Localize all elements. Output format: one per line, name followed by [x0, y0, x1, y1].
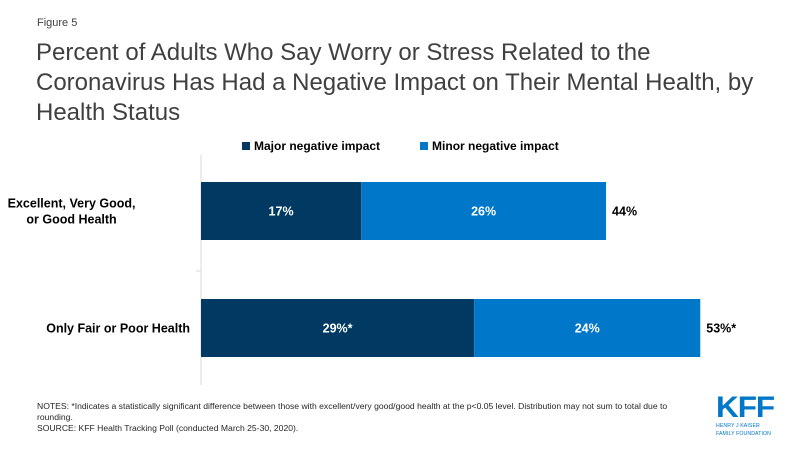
- category-label-line: Excellent, Very Good,: [8, 197, 136, 211]
- legend: Major negative impact Minor negative imp…: [242, 139, 559, 153]
- bar-segment-major: [201, 182, 362, 240]
- total-label: 44%: [612, 205, 637, 219]
- bar-segment-major: [201, 299, 475, 357]
- bar-value-label-minor: 24%: [575, 322, 600, 336]
- bar-segment-minor: [474, 299, 701, 357]
- kff-logo: KFF HENRY J KAISER FAMILY FOUNDATION: [716, 393, 786, 438]
- legend-label-minor: Minor negative impact: [432, 139, 559, 153]
- bar-segment-minor: [361, 182, 607, 240]
- category-label: Only Fair or Poor Health: [46, 322, 190, 336]
- logo-wordmark: KFF: [716, 391, 775, 424]
- chart-title: Percent of Adults Who Say Worry or Stres…: [36, 39, 754, 126]
- legend-item-major: Major negative impact: [242, 139, 380, 153]
- bar-value-label-major: 17%: [269, 205, 294, 219]
- figure-label: Figure 5: [37, 17, 78, 29]
- source-text: SOURCE: KFF Health Tracking Poll (conduc…: [37, 423, 299, 433]
- bar-value-label-minor: 26%: [471, 205, 496, 219]
- total-label: 53%*: [706, 322, 736, 336]
- logo-subtitle-2: FAMILY FOUNDATION: [716, 431, 772, 437]
- bar-value-label-major: 29%*: [323, 322, 353, 336]
- legend-item-minor: Minor negative impact: [420, 139, 559, 153]
- category-label-line: or Good Health: [26, 213, 116, 227]
- logo-subtitle-1: HENRY J KAISER: [716, 423, 760, 429]
- legend-swatch-major: [242, 142, 250, 150]
- legend-swatch-minor: [420, 142, 429, 150]
- bar-chart: 17% 26% 44% Excellent, Very Good, or Good He…: [8, 155, 736, 385]
- category-label-line: Only Fair or Poor Health: [46, 322, 190, 336]
- category-label: Excellent, Very Good, or Good Health: [8, 197, 136, 227]
- legend-label-major: Major negative impact: [254, 139, 381, 153]
- notes-text: NOTES: *Indicates a statistically signif…: [37, 401, 668, 422]
- notes: NOTES: *Indicates a statistically signif…: [37, 401, 677, 434]
